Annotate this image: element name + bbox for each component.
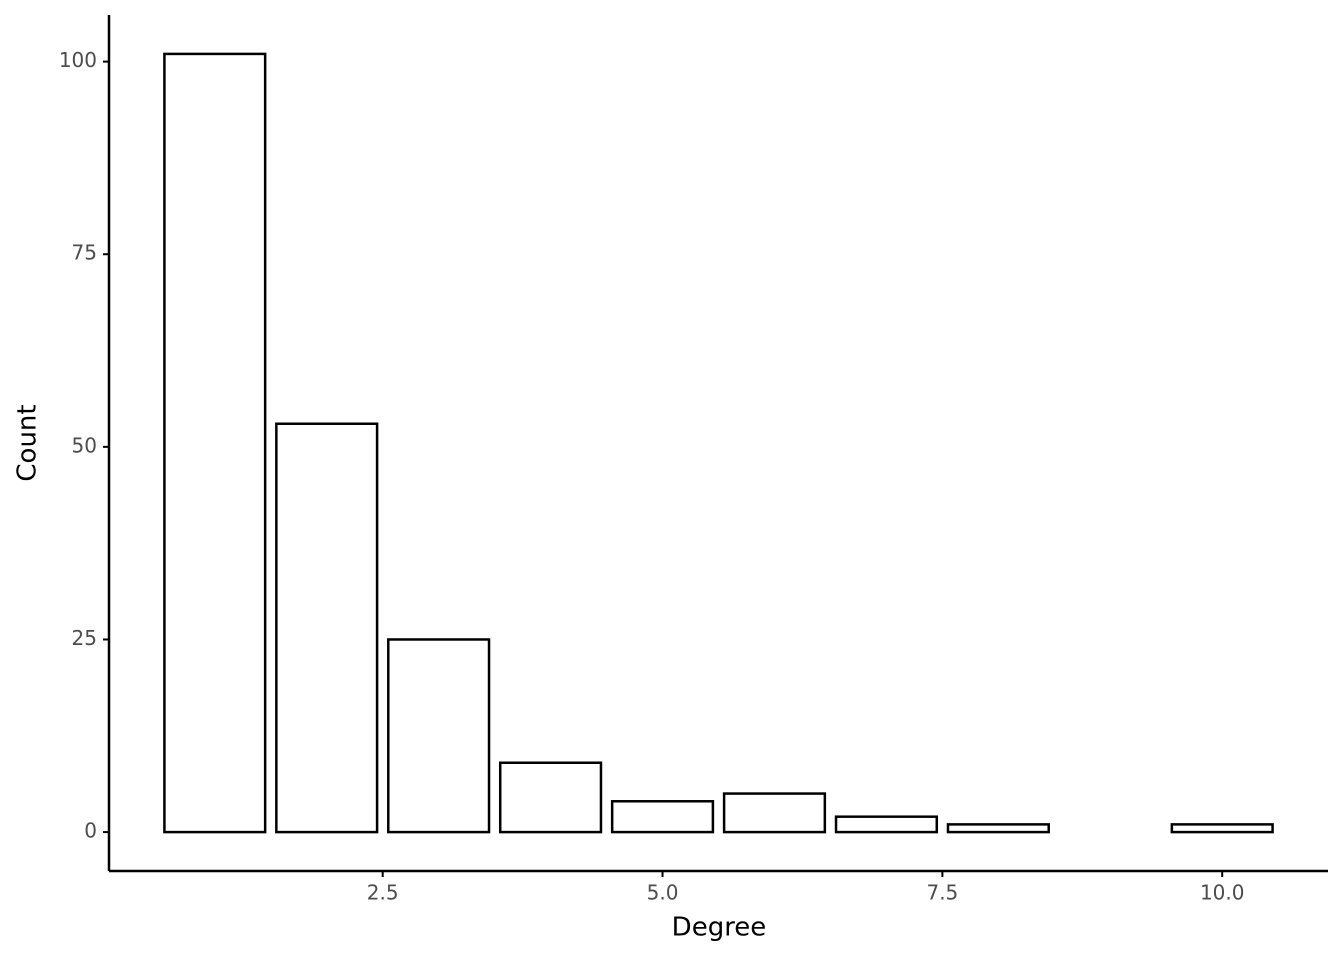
bar xyxy=(722,792,827,834)
y-tick-label: 0 xyxy=(84,819,97,843)
bar xyxy=(834,815,939,834)
x-tick-label: 10.0 xyxy=(1200,881,1245,905)
bar xyxy=(387,638,491,834)
x-tick-label: 2.5 xyxy=(367,881,399,905)
bar xyxy=(163,52,267,834)
bar xyxy=(275,422,379,834)
x-tick-label: 7.5 xyxy=(926,881,958,905)
y-axis-title: Count xyxy=(13,404,43,481)
y-tick-label: 25 xyxy=(72,626,97,650)
bar xyxy=(946,823,1050,834)
y-tick-label: 50 xyxy=(72,433,97,457)
y-tick-label: 75 xyxy=(72,241,97,265)
bar xyxy=(498,761,603,834)
bar xyxy=(1170,823,1274,834)
y-tick-label: 100 xyxy=(59,48,97,72)
x-tick-label: 5.0 xyxy=(647,881,679,905)
x-axis-title: Degree xyxy=(672,913,767,943)
bar xyxy=(610,800,715,834)
